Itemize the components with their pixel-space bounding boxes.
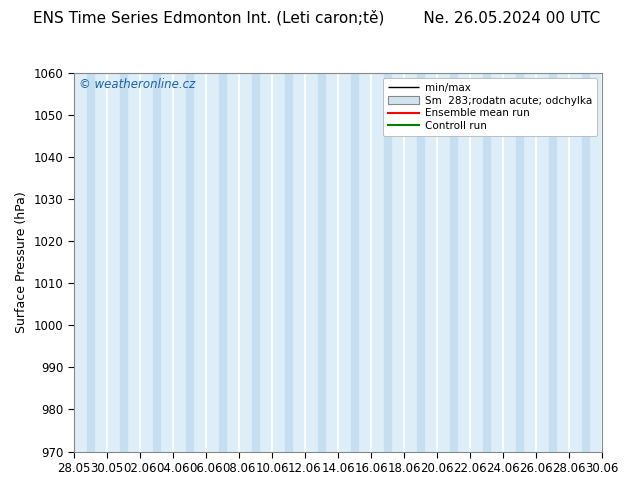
Bar bbox=[417, 73, 424, 452]
Bar bbox=[582, 73, 590, 452]
Bar bbox=[437, 73, 470, 452]
Bar bbox=[549, 73, 557, 452]
Bar bbox=[272, 73, 305, 452]
Text: © weatheronline.cz: © weatheronline.cz bbox=[79, 78, 195, 91]
Bar bbox=[285, 73, 292, 452]
Bar bbox=[305, 73, 338, 452]
Bar bbox=[450, 73, 457, 452]
Bar bbox=[120, 73, 127, 452]
Bar bbox=[569, 73, 602, 452]
Bar bbox=[173, 73, 206, 452]
Bar bbox=[153, 73, 160, 452]
Bar bbox=[483, 73, 490, 452]
Bar bbox=[219, 73, 226, 452]
Bar bbox=[252, 73, 259, 452]
Bar bbox=[107, 73, 139, 452]
Bar bbox=[351, 73, 358, 452]
Bar bbox=[470, 73, 503, 452]
Bar bbox=[87, 73, 94, 452]
Bar bbox=[206, 73, 239, 452]
Y-axis label: Surface Pressure (hPa): Surface Pressure (hPa) bbox=[15, 191, 28, 333]
Bar bbox=[536, 73, 569, 452]
Bar bbox=[404, 73, 437, 452]
Bar bbox=[74, 73, 107, 452]
Bar bbox=[503, 73, 536, 452]
Bar bbox=[139, 73, 173, 452]
Text: ENS Time Series Edmonton Int. (Leti caron;tě)        Ne. 26.05.2024 00 UTC: ENS Time Series Edmonton Int. (Leti caro… bbox=[34, 10, 600, 25]
Bar bbox=[338, 73, 371, 452]
Bar bbox=[318, 73, 325, 452]
Bar bbox=[239, 73, 272, 452]
Legend: min/max, Sm  283;rodatn acute; odchylka, Ensemble mean run, Controll run: min/max, Sm 283;rodatn acute; odchylka, … bbox=[383, 78, 597, 136]
Bar bbox=[186, 73, 193, 452]
Bar bbox=[384, 73, 391, 452]
Bar bbox=[516, 73, 523, 452]
Bar bbox=[371, 73, 404, 452]
